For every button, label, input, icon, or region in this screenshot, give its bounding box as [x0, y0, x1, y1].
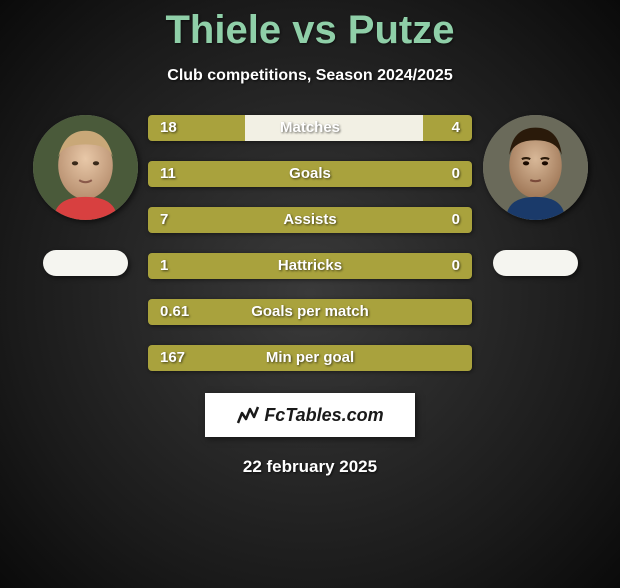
- player-left-col: [30, 115, 140, 276]
- stat-row: 0.61Goals per match: [148, 299, 472, 325]
- stat-row: 1Hattricks0: [148, 253, 472, 279]
- footer-brand-text: FcTables.com: [264, 405, 383, 426]
- page-title: Thiele vs Putze: [0, 8, 620, 53]
- stat-label: Goals per match: [148, 299, 472, 325]
- player-left-avatar: [33, 115, 138, 220]
- stat-row: 11Goals0: [148, 161, 472, 187]
- stat-label: Assists: [148, 207, 472, 233]
- player-right-avatar: [483, 115, 588, 220]
- stat-label: Min per goal: [148, 345, 472, 371]
- comparison-content: 18Matches4 11Goals0 7Assists0 1Hattricks0 0.…: [0, 115, 620, 371]
- stat-bars: 18Matches4 11Goals0 7Assists0 1Hattricks0 0.…: [140, 115, 480, 371]
- stat-row: 7Assists0: [148, 207, 472, 233]
- player-left-club-badge: [43, 250, 128, 276]
- player-right-club-badge: [493, 250, 578, 276]
- stat-label: Matches: [148, 115, 472, 141]
- stat-label: Goals: [148, 161, 472, 187]
- fctables-logo: FcTables.com: [236, 405, 383, 426]
- stat-value-right: 0: [452, 253, 460, 279]
- stat-row: 18Matches4: [148, 115, 472, 141]
- page-subtitle: Club competitions, Season 2024/2025: [0, 67, 620, 85]
- stat-label: Hattricks: [148, 253, 472, 279]
- player-right-col: [480, 115, 590, 276]
- footer-brand-badge: FcTables.com: [205, 393, 415, 437]
- stat-value-right: 4: [452, 115, 460, 141]
- stat-row: 167Min per goal: [148, 345, 472, 371]
- stat-value-right: 0: [452, 161, 460, 187]
- footer-date: 22 february 2025: [0, 457, 620, 477]
- stat-value-right: 0: [452, 207, 460, 233]
